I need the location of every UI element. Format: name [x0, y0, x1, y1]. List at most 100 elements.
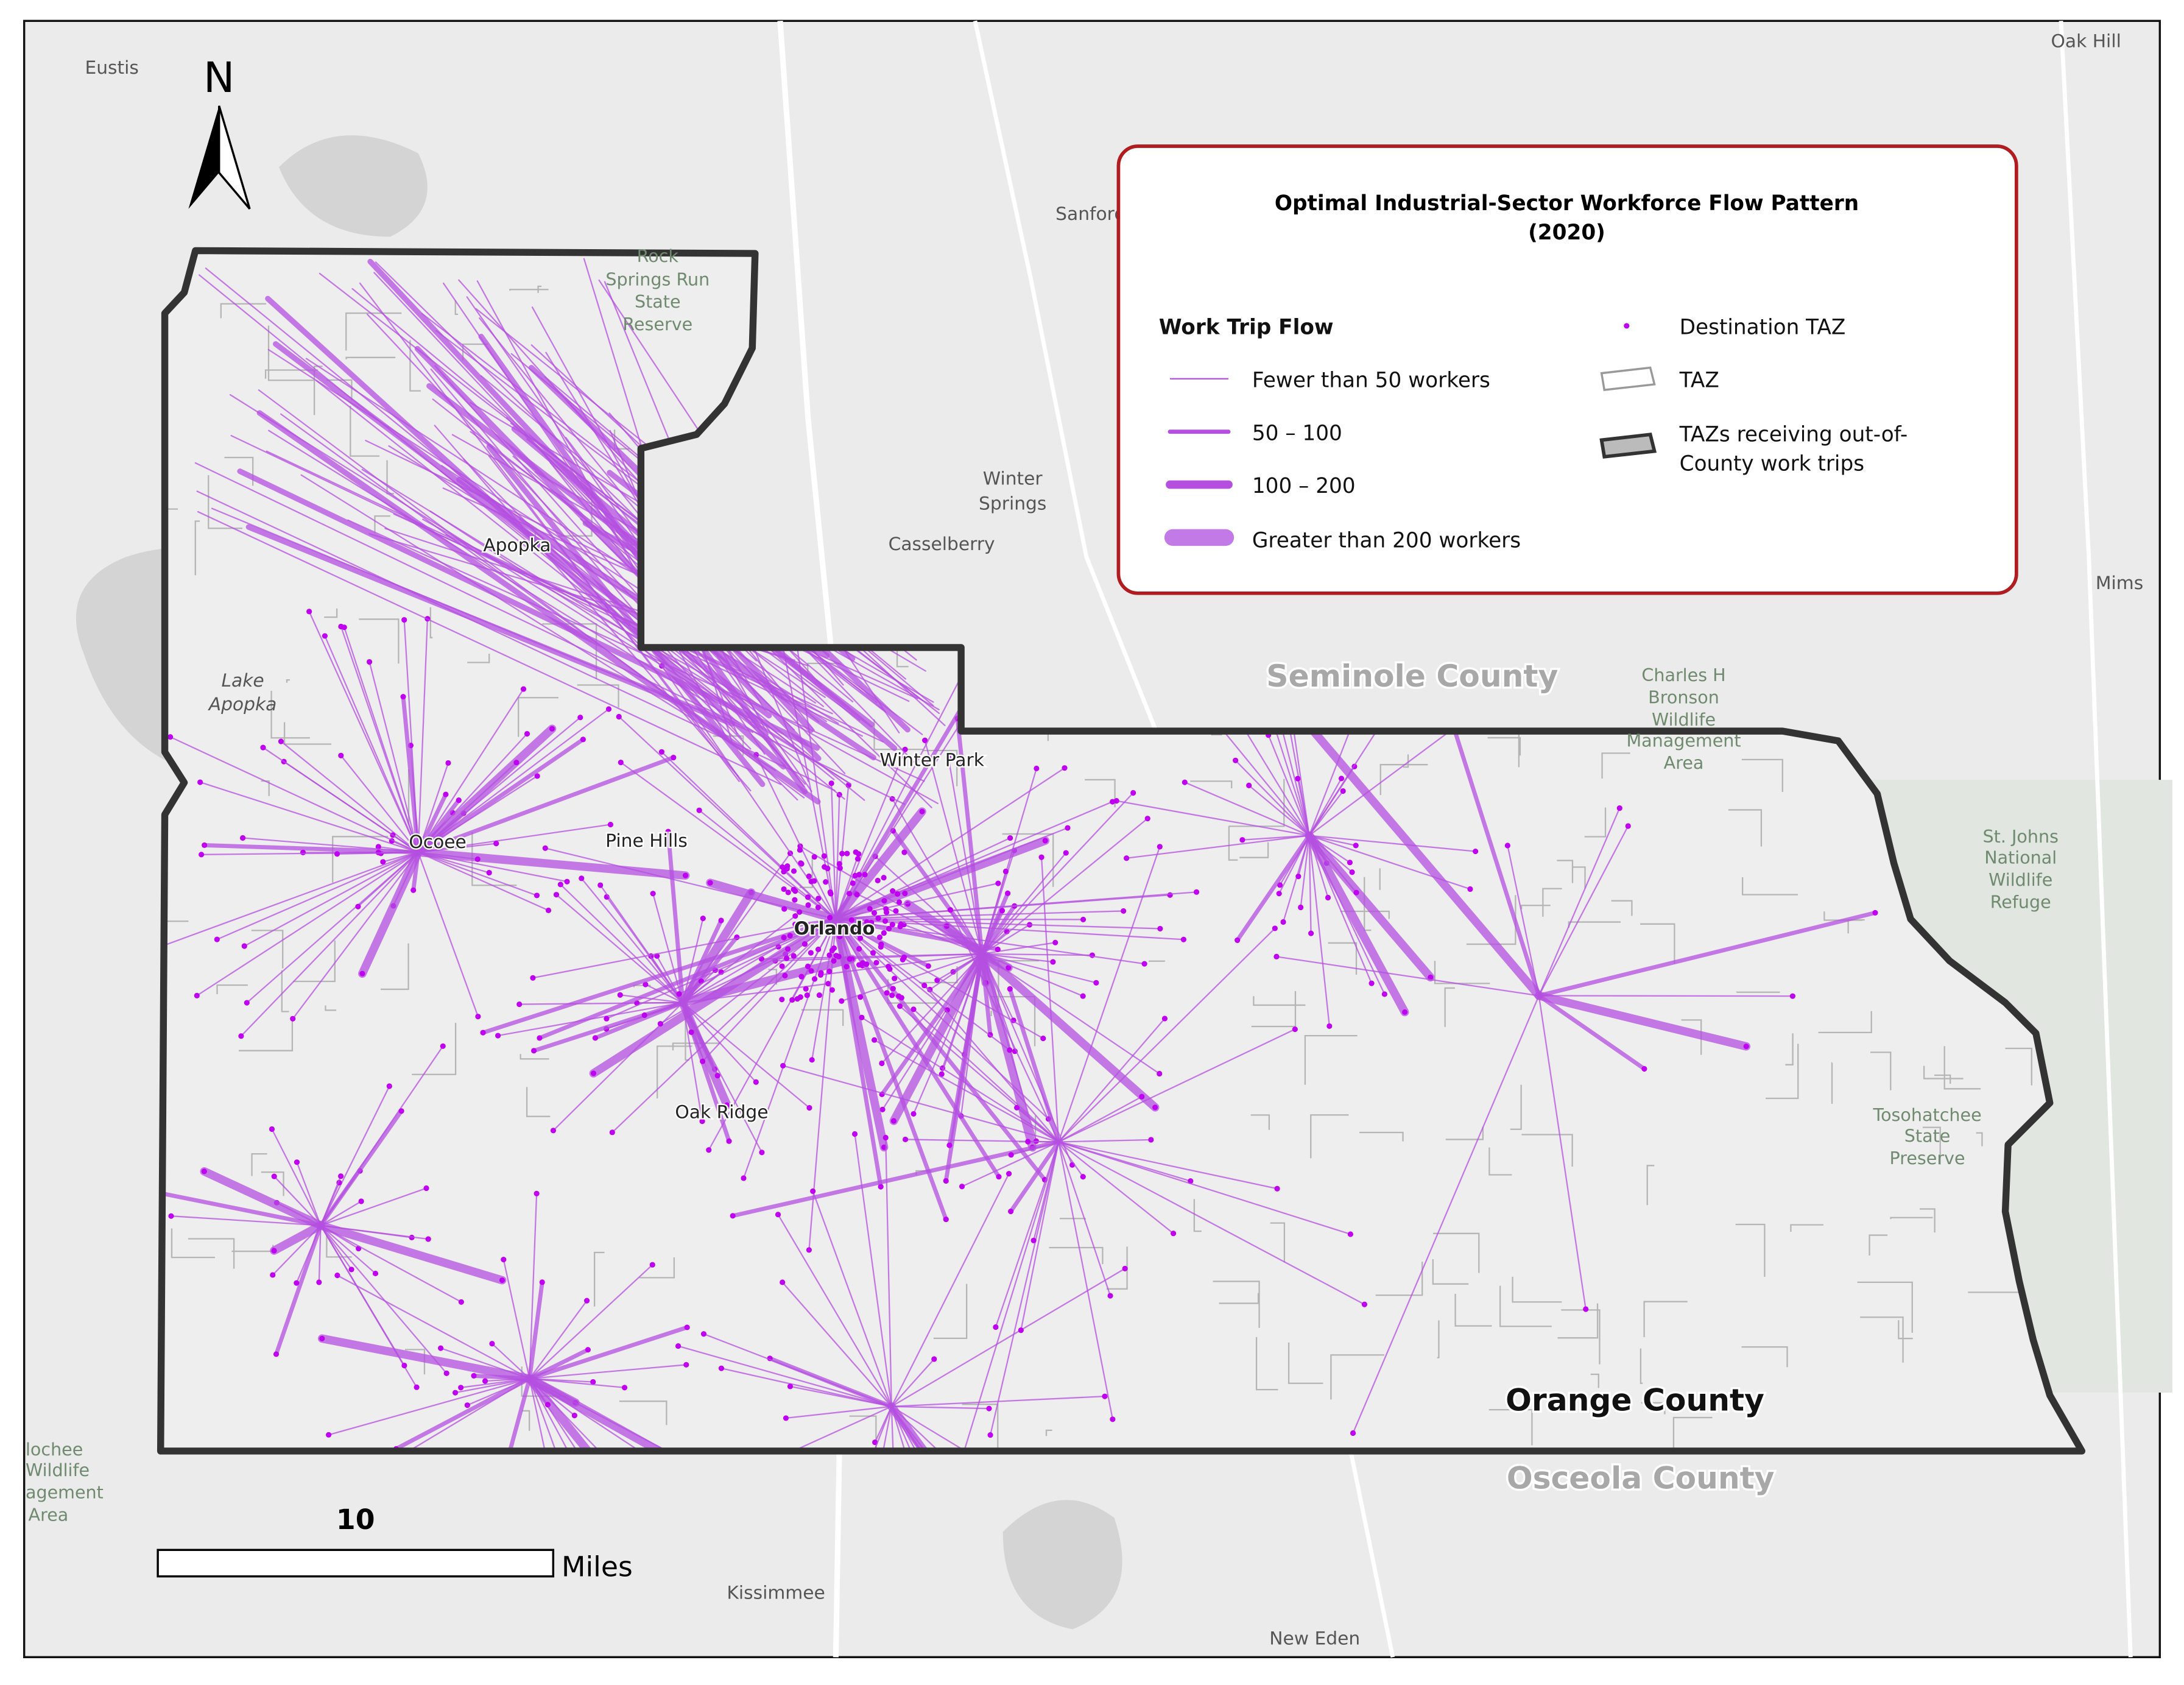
taz-boundary: [1640, 923, 1675, 964]
scale-bar: 10 Miles: [157, 1503, 633, 1583]
taz-boundary: [261, 1171, 284, 1196]
place-label: Oak Hill: [2051, 31, 2121, 52]
taz-boundary: [1437, 1320, 1440, 1358]
destination-taz: [453, 1390, 459, 1396]
destination-taz: [1042, 838, 1048, 844]
flow-line: [211, 507, 754, 733]
destination-taz: [1273, 953, 1280, 959]
destination-taz: [700, 1331, 707, 1337]
destination-taz: [806, 922, 812, 928]
taz-boundary: [1432, 1232, 1480, 1273]
taz-boundary: [1869, 1234, 1888, 1256]
destination-taz: [1625, 823, 1631, 829]
flow-line: [417, 851, 479, 1017]
flow-line: [328, 1377, 530, 1436]
park-label: lochee Wildlife agement Area: [26, 1439, 104, 1525]
taz-boundary: [1976, 1132, 1983, 1146]
destination-taz: [828, 891, 834, 897]
flow-line: [320, 1224, 376, 1274]
flow-line: [978, 950, 1160, 1112]
flow-line: [1009, 1140, 1061, 1213]
taz-boundary: [537, 285, 542, 293]
destination-taz: [1080, 916, 1087, 922]
destination-taz: [1008, 1152, 1014, 1158]
destination-taz: [831, 958, 837, 964]
destination-taz: [443, 791, 449, 797]
destination-taz: [878, 1184, 884, 1190]
flow-line: [1352, 995, 1540, 1434]
destination-taz: [1007, 835, 1013, 841]
flow-line: [979, 952, 993, 1037]
flow-line: [200, 1167, 325, 1230]
destination-taz: [534, 1190, 540, 1196]
flow-line: [358, 848, 423, 978]
destination-taz: [1353, 889, 1359, 895]
taz-boundary: [1434, 961, 1490, 984]
flow-line: [1308, 730, 1451, 836]
destination-taz: [798, 973, 805, 980]
flow-line: [359, 282, 740, 782]
taz-boundary: [1790, 1224, 1823, 1232]
taz-boundary: [313, 366, 323, 415]
flow-line: [981, 953, 1054, 963]
flow-line: [890, 1173, 1010, 1407]
taz-boundary: [1253, 996, 1306, 1006]
flow-line: [394, 1376, 532, 1451]
flow-line: [682, 1001, 703, 1122]
destination-taz: [501, 1256, 507, 1263]
taz-boundary: [933, 1284, 968, 1340]
flow-line: [1184, 782, 1310, 836]
destination-taz: [605, 706, 612, 712]
flow-line: [432, 398, 825, 707]
destination-taz: [706, 1147, 712, 1153]
destination-taz: [1139, 1093, 1145, 1100]
taz-boundary: [1444, 987, 1455, 1027]
flow-line: [320, 1200, 362, 1226]
place-label: Winter Springs: [979, 468, 1046, 515]
destination-taz: [868, 919, 875, 925]
flow-line: [274, 1223, 323, 1357]
destination-taz: [783, 1415, 789, 1421]
destination-taz: [334, 1272, 340, 1279]
destination-taz: [319, 1335, 325, 1341]
destination-taz: [700, 1058, 706, 1064]
flow-line: [890, 828, 984, 956]
taz-boundary: [1611, 900, 1633, 916]
destination-taz: [590, 1379, 596, 1385]
destination-taz: [590, 1070, 597, 1076]
destination-taz: [780, 864, 786, 870]
taz-boundary: [1919, 1208, 1936, 1233]
flow-line: [890, 1268, 1126, 1407]
destination-taz: [1789, 993, 1795, 999]
flow-line: [873, 1039, 1060, 1143]
destination-taz: [875, 915, 881, 921]
taz-boundary: [593, 1251, 605, 1307]
flow-line: [1308, 835, 1330, 1027]
flow-line: [831, 807, 926, 924]
flow-line: [532, 918, 837, 979]
flow-line: [580, 877, 684, 1004]
destination-taz: [779, 997, 785, 1003]
taz-boundary: [619, 1401, 668, 1425]
flow-line: [833, 917, 1000, 952]
flow-line: [1305, 831, 1409, 1017]
destination-taz: [805, 894, 811, 900]
destination-taz: [684, 1324, 690, 1330]
flow-line: [1235, 760, 1310, 836]
destination-taz: [1102, 1393, 1108, 1399]
destination-taz: [338, 1173, 344, 1179]
taz-boundary: [1870, 1051, 1892, 1090]
flow-line: [1297, 835, 1310, 877]
flow-line: [555, 894, 684, 1004]
flow-line: [320, 1085, 390, 1226]
flow-line: [202, 842, 421, 855]
flow-line: [890, 1358, 935, 1407]
destination-taz: [806, 873, 812, 880]
destination-taz: [1018, 1327, 1024, 1334]
taz-boundary: [1572, 866, 1586, 889]
destination-taz: [1504, 842, 1510, 849]
flow-line: [417, 851, 549, 911]
destination-taz: [316, 1279, 322, 1285]
place-label: Winter Park: [879, 749, 984, 771]
